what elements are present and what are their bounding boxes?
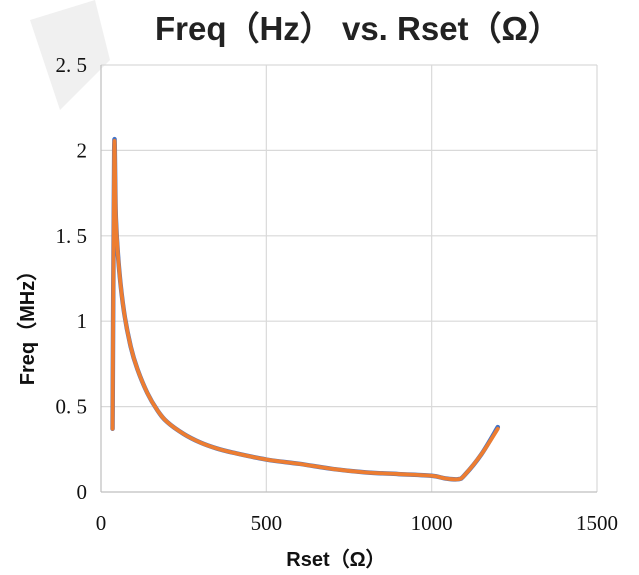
y-tick-label: 2: [77, 138, 88, 162]
y-tick-label: 0. 5: [56, 395, 88, 419]
chart-title: Freq（Hz） vs. Rset（Ω）: [155, 10, 561, 47]
x-tick-labels: 0 500 1000 1500: [96, 511, 618, 535]
x-tick-label: 500: [251, 511, 283, 535]
y-tick-label: 1. 5: [56, 224, 88, 248]
series-line: [110, 138, 500, 482]
x-tick-label: 1000: [411, 511, 453, 535]
watermark-stroke: [30, 0, 110, 110]
y-tick-label: 2. 5: [56, 53, 88, 77]
y-axis-label: Freq（MHz）: [16, 261, 39, 385]
x-tick-label: 1500: [576, 511, 618, 535]
x-tick-label: 0: [96, 511, 107, 535]
series-line: [110, 137, 501, 482]
series-layer: [110, 137, 501, 482]
axis-layer: [100, 65, 597, 493]
grid-layer: [101, 64, 598, 492]
x-axis-label: Rset（Ω）: [286, 548, 385, 571]
y-tick-label: 0: [77, 480, 88, 504]
y-tick-labels: 0 0. 5 1 1. 5 2 2. 5: [56, 53, 88, 504]
y-tick-label: 1: [77, 309, 88, 333]
